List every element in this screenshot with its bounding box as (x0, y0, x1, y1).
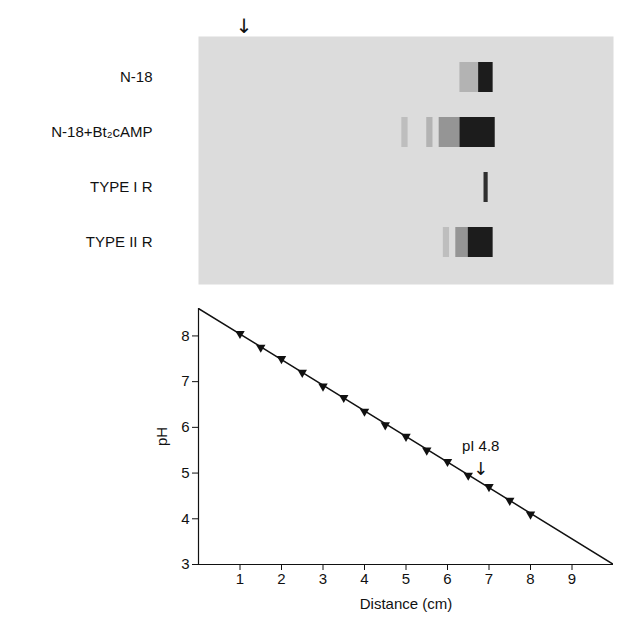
svg-text:1: 1 (236, 570, 244, 587)
svg-text:↓: ↓ (473, 458, 488, 479)
svg-text:↓: ↓ (236, 14, 253, 38)
svg-text:6: 6 (443, 570, 451, 587)
svg-text:N-18+Bt₂cAMP: N-18+Bt₂cAMP (51, 123, 152, 140)
svg-text:Distance (cm): Distance (cm) (360, 595, 453, 612)
svg-text:TYPE II R: TYPE II R (86, 233, 153, 250)
svg-text:7: 7 (485, 570, 493, 587)
svg-text:pH: pH (153, 427, 170, 446)
svg-text:5: 5 (181, 464, 189, 481)
svg-text:pI 4.8: pI 4.8 (462, 437, 500, 454)
svg-text:TYPE I R: TYPE I R (90, 178, 153, 195)
svg-text:8: 8 (526, 570, 534, 587)
svg-text:3: 3 (319, 570, 327, 587)
svg-text:4: 4 (181, 510, 189, 527)
svg-text:5: 5 (402, 570, 410, 587)
svg-text:N-18: N-18 (120, 68, 153, 85)
svg-text:6: 6 (181, 418, 189, 435)
svg-text:9: 9 (568, 570, 576, 587)
svg-text:4: 4 (360, 570, 368, 587)
svg-text:8: 8 (181, 327, 189, 344)
svg-text:3: 3 (181, 555, 189, 572)
svg-text:2: 2 (277, 570, 285, 587)
svg-text:7: 7 (181, 372, 189, 389)
